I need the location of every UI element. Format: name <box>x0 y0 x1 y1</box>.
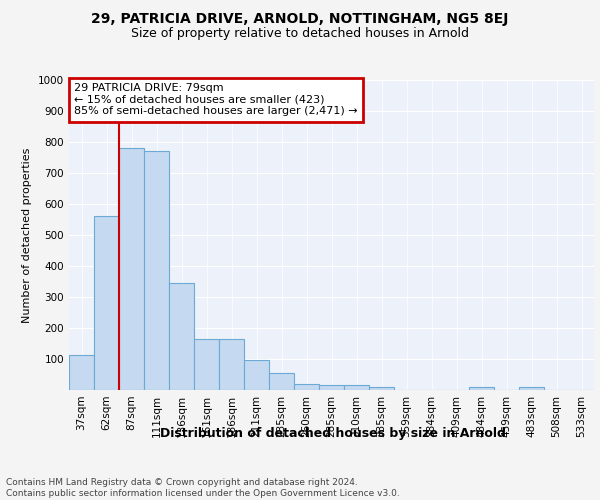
Bar <box>70 356 94 390</box>
Text: Contains HM Land Registry data © Crown copyright and database right 2024.
Contai: Contains HM Land Registry data © Crown c… <box>6 478 400 498</box>
Bar <box>119 148 143 390</box>
Bar <box>194 339 218 390</box>
Text: Size of property relative to detached houses in Arnold: Size of property relative to detached ho… <box>131 28 469 40</box>
Bar <box>94 216 119 390</box>
Bar <box>469 387 494 390</box>
Bar <box>520 387 544 390</box>
Bar <box>145 152 169 390</box>
Text: Distribution of detached houses by size in Arnold: Distribution of detached houses by size … <box>160 428 506 440</box>
Bar <box>220 339 244 390</box>
Bar <box>344 386 368 390</box>
Text: 29 PATRICIA DRIVE: 79sqm
← 15% of detached houses are smaller (423)
85% of semi-: 29 PATRICIA DRIVE: 79sqm ← 15% of detach… <box>74 83 358 116</box>
Bar <box>244 360 269 390</box>
Y-axis label: Number of detached properties: Number of detached properties <box>22 148 32 322</box>
Bar <box>319 386 344 390</box>
Bar <box>295 384 319 390</box>
Bar <box>169 283 194 390</box>
Text: 29, PATRICIA DRIVE, ARNOLD, NOTTINGHAM, NG5 8EJ: 29, PATRICIA DRIVE, ARNOLD, NOTTINGHAM, … <box>91 12 509 26</box>
Bar <box>370 387 394 390</box>
Bar <box>269 373 293 390</box>
